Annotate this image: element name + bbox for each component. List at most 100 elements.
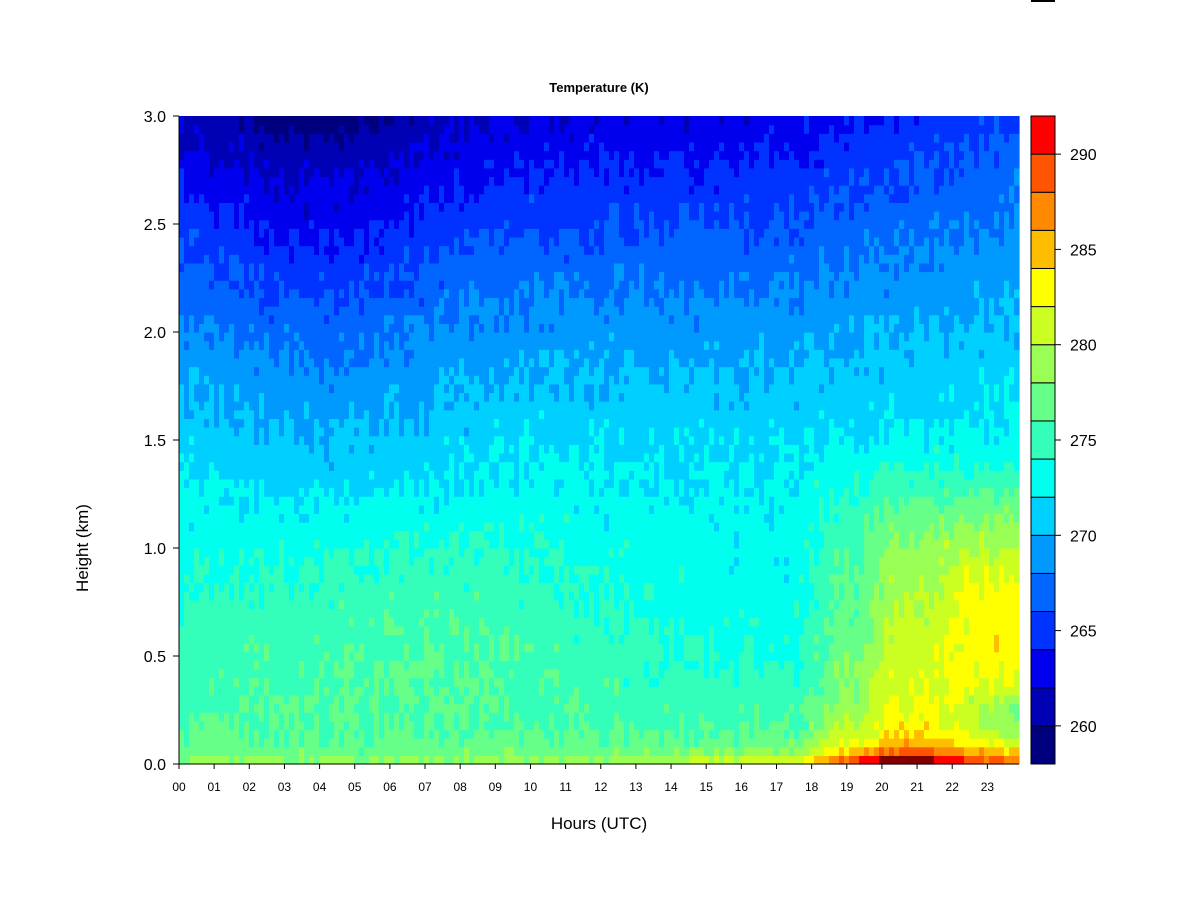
heatmap-cell: [224, 478, 230, 489]
heatmap-cell: [229, 297, 235, 307]
heatmap-cell: [299, 651, 305, 661]
heatmap-cell: [294, 375, 300, 385]
heatmap-cell: [314, 591, 320, 601]
heatmap-cell: [324, 159, 330, 169]
heatmap-cell: [344, 694, 350, 705]
heatmap-cell: [269, 193, 275, 203]
heatmap-cell: [379, 280, 385, 290]
heatmap-cell: [284, 176, 290, 186]
heatmap-cell: [404, 591, 410, 601]
heatmap-cell: [214, 496, 220, 506]
heatmap-cell: [434, 323, 440, 333]
heatmap-cell: [249, 504, 255, 515]
heatmap-cell: [329, 694, 335, 705]
heatmap-cell: [339, 280, 345, 290]
heatmap-cell: [444, 349, 450, 359]
heatmap-cell: [239, 332, 245, 342]
heatmap-cell: [449, 236, 455, 247]
heatmap-cell: [389, 504, 395, 515]
heatmap-cell: [379, 314, 385, 324]
heatmap-cell: [184, 591, 190, 601]
heatmap-cell: [459, 375, 465, 385]
heatmap-cell: [314, 314, 320, 324]
heatmap-cell: [314, 159, 320, 169]
heatmap-cell: [379, 254, 385, 264]
heatmap-cell: [184, 262, 190, 273]
heatmap-cell: [259, 383, 265, 394]
heatmap-cell: [374, 288, 380, 299]
heatmap-cell: [404, 427, 410, 437]
heatmap-cell: [334, 150, 340, 160]
heatmap-cell: [349, 401, 355, 411]
heatmap-cell: [269, 504, 275, 515]
heatmap-cell: [354, 530, 360, 540]
heatmap-cell: [269, 487, 275, 497]
heatmap-cell: [439, 548, 445, 558]
heatmap-cell: [369, 401, 375, 411]
heatmap-cell: [459, 729, 465, 739]
heatmap-cell: [334, 159, 340, 169]
heatmap-cell: [184, 703, 190, 713]
heatmap-cell: [254, 686, 260, 696]
heatmap-cell: [384, 686, 390, 696]
heatmap-cell: [249, 625, 255, 635]
heatmap-cell: [234, 150, 240, 160]
heatmap-cell: [464, 297, 470, 307]
heatmap-cell: [369, 236, 375, 247]
heatmap-cell: [344, 556, 350, 566]
heatmap-cell: [214, 591, 220, 601]
heatmap-cell: [364, 366, 370, 376]
heatmap-cell: [479, 522, 485, 532]
heatmap-cell: [429, 496, 435, 506]
heatmap-cell: [394, 504, 400, 515]
heatmap-cell: [504, 280, 510, 290]
heatmap-cell: [229, 262, 235, 273]
heatmap-cell: [254, 418, 260, 428]
heatmap-cell: [289, 202, 295, 212]
heatmap-cell: [489, 349, 495, 359]
heatmap-cell: [449, 677, 455, 687]
heatmap-cell: [249, 141, 255, 152]
heatmap-cell: [254, 522, 260, 532]
heatmap-cell: [474, 219, 480, 229]
heatmap-cell: [329, 228, 335, 238]
heatmap-cell: [409, 617, 415, 627]
heatmap-cell: [504, 461, 510, 471]
heatmap-cell: [419, 478, 425, 489]
heatmap-cell: [404, 124, 410, 134]
heatmap-cell: [449, 513, 455, 523]
heatmap-cell: [474, 513, 480, 523]
heatmap-cell: [384, 332, 390, 342]
heatmap-cell: [214, 176, 220, 186]
heatmap-cell: [364, 660, 370, 670]
heatmap-cell: [479, 573, 485, 584]
heatmap-cell: [449, 271, 455, 281]
heatmap-cell: [359, 409, 365, 419]
heatmap-cell: [354, 608, 360, 618]
heatmap-cell: [199, 418, 205, 428]
heatmap-cell: [344, 660, 350, 670]
heatmap-cell: [209, 159, 215, 169]
heatmap-cell: [404, 599, 410, 610]
heatmap-cell: [359, 202, 365, 212]
heatmap-cell: [254, 392, 260, 402]
heatmap-cell: [219, 271, 225, 281]
heatmap-cell: [334, 357, 340, 368]
heatmap-cell: [309, 746, 315, 756]
heatmap-cell: [474, 314, 480, 324]
heatmap-cell: [194, 677, 200, 687]
heatmap-cell: [379, 375, 385, 385]
heatmap-cell: [399, 141, 405, 152]
heatmap-cell: [434, 349, 440, 359]
heatmap-cell: [249, 513, 255, 523]
heatmap-cell: [274, 219, 280, 229]
heatmap-cell: [309, 167, 315, 178]
heatmap-cell: [224, 159, 230, 169]
heatmap-cell: [224, 565, 230, 575]
heatmap-cell: [374, 297, 380, 307]
heatmap-cell: [474, 211, 480, 221]
heatmap-cell: [204, 349, 210, 359]
heatmap-cell: [459, 383, 465, 394]
heatmap-cell: [219, 323, 225, 333]
heatmap-cell: [244, 608, 250, 618]
